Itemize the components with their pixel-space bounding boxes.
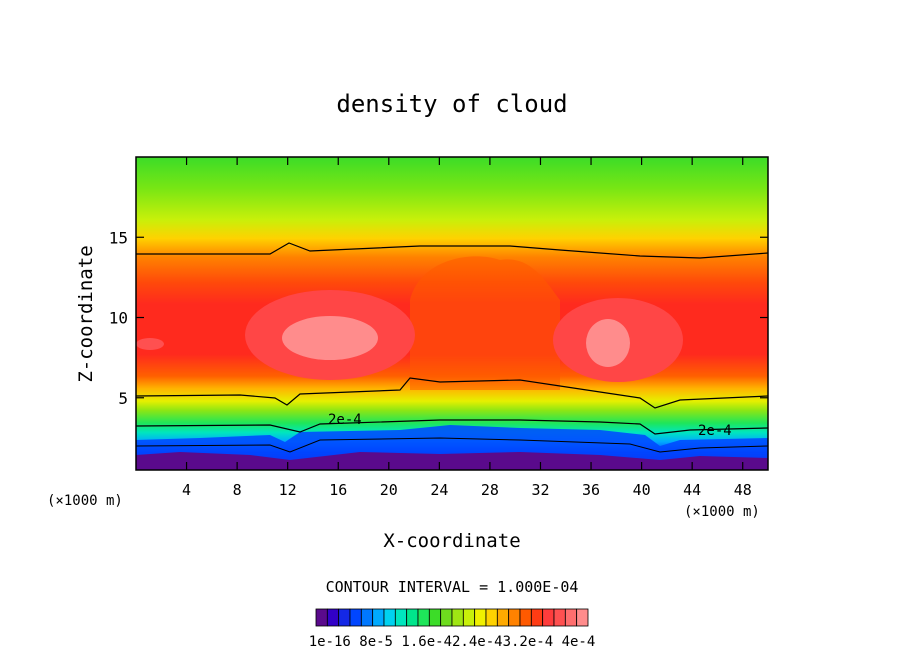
contour-2e4 xyxy=(136,419,768,435)
colorbar-swatch xyxy=(485,608,498,627)
y-tick-label: 5 xyxy=(118,389,128,408)
colorbar-swatch xyxy=(349,608,362,627)
core-left-pink xyxy=(282,316,378,360)
y-axis-ticks: 5 10 15 xyxy=(109,228,768,408)
colorbar-swatch xyxy=(326,608,340,627)
colorbar-swatch xyxy=(360,608,374,627)
contour-labels: 2e-4 2e-4 xyxy=(328,412,732,439)
colorbar-swatch xyxy=(428,608,442,627)
x-tick-label: 20 xyxy=(380,481,398,499)
contour-interval: CONTOUR INTERVAL = 1.000E-04 xyxy=(326,578,579,596)
colorbar-swatch xyxy=(496,608,510,627)
colorbar-swatch xyxy=(315,608,328,627)
colorbar-swatch xyxy=(553,608,566,627)
y-tick-label: 10 xyxy=(109,309,128,328)
y-axis-label: Z-coordinate xyxy=(75,245,97,382)
colorbar-swatch xyxy=(406,608,419,627)
chart-title: density of cloud xyxy=(336,90,567,118)
colorbar-swatch xyxy=(451,608,464,627)
colorbar-swatch xyxy=(338,608,351,627)
central-plume xyxy=(410,256,560,390)
colorbar-swatch xyxy=(530,608,544,627)
x-tick-label: 24 xyxy=(430,481,448,499)
colorbar-swatch xyxy=(417,608,430,627)
colorbar-swatch xyxy=(508,608,521,627)
plot-field xyxy=(136,157,768,470)
contour-label-right: 2e-4 xyxy=(698,423,732,439)
plot-frame xyxy=(135,156,769,471)
contour-low xyxy=(136,437,768,453)
colorbar-swatch xyxy=(474,608,487,627)
core-edge-left xyxy=(136,338,164,350)
x-unit-right: (×1000 m) xyxy=(684,504,760,520)
x-tick-label: 32 xyxy=(531,481,549,499)
x-axis-label: X-coordinate xyxy=(383,530,520,552)
x-tick-label: 44 xyxy=(683,481,701,499)
x-tick-label: 16 xyxy=(329,481,347,499)
colorbar-labels: 1e-16 8e-5 1.6e-42.4e-43.2e-4 4e-4 xyxy=(309,634,596,650)
colorbar-swatch xyxy=(519,608,532,627)
y-tick-label: 15 xyxy=(109,228,128,247)
contour-mid xyxy=(136,377,768,409)
bottom-band xyxy=(136,452,768,470)
x-tick-label: 28 xyxy=(481,481,499,499)
contour-upper xyxy=(136,242,768,259)
x-tick-label: 12 xyxy=(279,481,297,499)
x-tick-label: 36 xyxy=(582,481,600,499)
colorbar-swatch xyxy=(372,608,385,627)
x-tick-label: 4 xyxy=(182,481,191,499)
colorbar-swatch xyxy=(462,608,476,627)
core-right-pink xyxy=(586,319,630,367)
colorbar-swatch xyxy=(394,608,408,627)
colorbar xyxy=(315,608,589,627)
x-tick-label: 8 xyxy=(233,481,242,499)
x-tick-label: 48 xyxy=(734,481,752,499)
colorbar-swatch xyxy=(576,608,589,627)
x-axis-ticks: 4 8 12 16 20 24 28 32 36 40 44 48 xyxy=(182,157,752,499)
colorbar-swatch xyxy=(440,608,453,627)
contour-label-left: 2e-4 xyxy=(328,412,362,428)
colorbar-swatch xyxy=(383,608,396,627)
x-tick-label: 40 xyxy=(633,481,651,499)
x-unit-left: (×1000 m) xyxy=(47,493,123,509)
colorbar-swatch xyxy=(564,608,578,627)
colorbar-swatch xyxy=(542,608,555,627)
